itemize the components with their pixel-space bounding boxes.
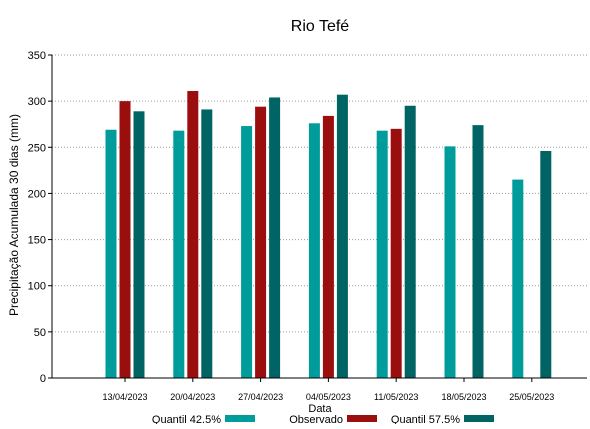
- bar: [336, 94, 348, 378]
- x-tick-label: 20/04/2023: [170, 392, 215, 402]
- y-tick-label: 350: [28, 50, 46, 62]
- bar: [201, 109, 213, 378]
- axes: 0 50 100 150 200 250 300 350 13/04/2023 20/04/202…: [28, 50, 587, 402]
- bar: [308, 123, 320, 378]
- x-tick-label: 27/04/2023: [238, 392, 283, 402]
- bar: [187, 90, 199, 379]
- bar: [241, 126, 253, 378]
- x-tick-label: 04/05/2023: [306, 392, 351, 402]
- bar: [255, 106, 267, 379]
- legend-swatch: [464, 415, 494, 422]
- y-tick-label: 300: [28, 96, 46, 108]
- bar: [444, 146, 456, 378]
- legend-swatch: [225, 415, 255, 422]
- bar: [404, 105, 416, 378]
- bar: [376, 130, 388, 378]
- bar: [472, 125, 484, 378]
- bars: [105, 90, 552, 379]
- y-tick-label: 100: [28, 281, 46, 293]
- bar: [105, 129, 117, 378]
- y-tick-label: 150: [28, 235, 46, 247]
- chart-title: Rio Tefé: [291, 18, 350, 35]
- y-axis-label: Precipitação Acumulada 30 dias (mm): [7, 114, 21, 316]
- bar: [322, 115, 334, 378]
- x-tick-label: 11/05/2023: [374, 392, 418, 402]
- y-tick-label: 50: [34, 327, 46, 339]
- x-tick-label: 18/05/2023: [441, 392, 486, 402]
- legend-swatch: [347, 415, 377, 422]
- bar: [119, 101, 131, 379]
- bar: [269, 97, 281, 379]
- legend-label: Quantil 57.5%: [391, 414, 460, 424]
- y-tick-label: 200: [28, 188, 46, 200]
- x-tick-label: 13/04/2023: [102, 392, 147, 402]
- y-tick-label: 0: [40, 373, 46, 385]
- legend: Quantil 42.5% Observado Quantil 57.5%: [152, 414, 494, 426]
- x-tick-label: 25/05/2023: [509, 392, 554, 402]
- bar: [390, 128, 402, 378]
- x-axis-label: Data: [308, 403, 332, 415]
- legend-label: Observado: [289, 414, 343, 424]
- legend-label: Quantil 42.5%: [152, 414, 221, 424]
- bar: [133, 111, 145, 379]
- bar: [173, 130, 185, 378]
- y-tick-label: 250: [28, 142, 46, 154]
- bar: [512, 179, 524, 378]
- bar: [540, 150, 552, 378]
